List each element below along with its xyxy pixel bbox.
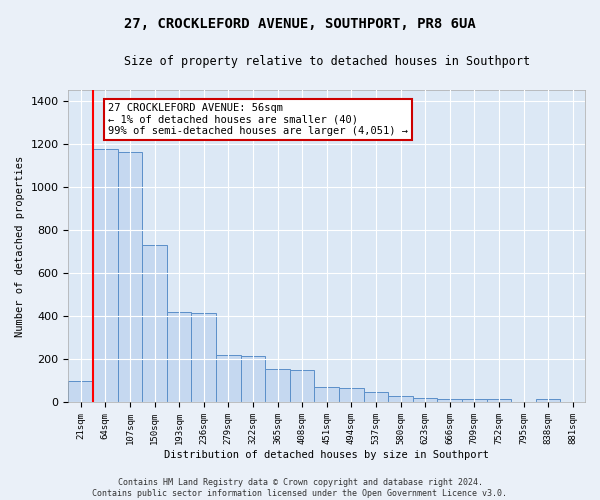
Bar xyxy=(241,356,265,403)
Text: 27 CROCKLEFORD AVENUE: 56sqm
← 1% of detached houses are smaller (40)
99% of sem: 27 CROCKLEFORD AVENUE: 56sqm ← 1% of det… xyxy=(108,103,408,136)
Bar xyxy=(142,245,167,402)
Bar xyxy=(216,355,241,403)
Bar xyxy=(339,388,364,402)
Bar xyxy=(290,370,314,402)
Bar xyxy=(388,396,413,402)
Bar xyxy=(364,392,388,402)
Bar xyxy=(487,399,511,402)
Y-axis label: Number of detached properties: Number of detached properties xyxy=(15,156,25,337)
X-axis label: Distribution of detached houses by size in Southport: Distribution of detached houses by size … xyxy=(164,450,489,460)
Bar xyxy=(191,313,216,402)
Bar xyxy=(68,381,93,402)
Bar xyxy=(118,152,142,402)
Title: Size of property relative to detached houses in Southport: Size of property relative to detached ho… xyxy=(124,55,530,68)
Text: 27, CROCKLEFORD AVENUE, SOUTHPORT, PR8 6UA: 27, CROCKLEFORD AVENUE, SOUTHPORT, PR8 6… xyxy=(124,18,476,32)
Bar xyxy=(462,399,487,402)
Bar xyxy=(93,150,118,402)
Bar xyxy=(314,388,339,402)
Text: Contains HM Land Registry data © Crown copyright and database right 2024.
Contai: Contains HM Land Registry data © Crown c… xyxy=(92,478,508,498)
Bar xyxy=(437,398,462,402)
Bar xyxy=(536,399,560,402)
Bar xyxy=(167,312,191,402)
Bar xyxy=(413,398,437,402)
Bar xyxy=(265,369,290,402)
